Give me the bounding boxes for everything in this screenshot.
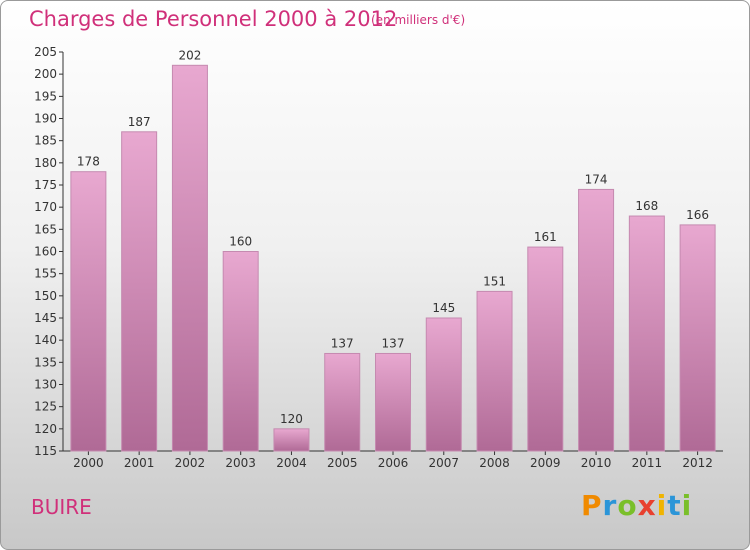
bar — [171, 64, 208, 452]
data-label: 120 — [280, 412, 303, 426]
x-tick-label: 2000 — [73, 456, 104, 470]
chart-title: Charges de Personnel 2000 à 2012 — [29, 7, 398, 31]
data-label: 137 — [382, 336, 405, 350]
chart-unit: (en milliers d'€) — [371, 13, 466, 27]
x-tick-label: 2004 — [276, 456, 307, 470]
bar — [578, 188, 615, 452]
y-tick-label: 155 — [34, 267, 57, 281]
bar — [476, 290, 513, 452]
bar — [70, 171, 107, 452]
bar — [273, 428, 310, 452]
data-label: 174 — [585, 172, 608, 186]
y-tick-label: 140 — [34, 333, 57, 347]
x-tick-label: 2001 — [124, 456, 155, 470]
x-tick-label: 2009 — [530, 456, 561, 470]
y-tick-label: 135 — [34, 355, 57, 369]
y-tick-label: 185 — [34, 134, 57, 148]
y-tick-label: 160 — [34, 245, 57, 259]
proxiti-logo[interactable]: Proxiti — [581, 489, 693, 522]
y-tick-label: 180 — [34, 156, 57, 170]
data-label: 202 — [178, 48, 201, 62]
x-tick-label: 2005 — [327, 456, 358, 470]
bar — [679, 224, 716, 452]
x-tick-label: 2007 — [428, 456, 459, 470]
bar — [425, 317, 462, 452]
data-label: 151 — [483, 274, 506, 288]
x-tick-label: 2006 — [378, 456, 409, 470]
x-tick-label: 2011 — [632, 456, 663, 470]
y-tick-label: 170 — [34, 200, 57, 214]
data-label: 187 — [128, 115, 151, 129]
x-tick-label: 2008 — [479, 456, 510, 470]
y-tick-label: 125 — [34, 400, 57, 414]
y-tick-label: 195 — [34, 89, 57, 103]
bar — [121, 131, 158, 452]
data-label: 160 — [229, 235, 252, 249]
bar — [222, 251, 259, 452]
x-tick-label: 2010 — [581, 456, 612, 470]
y-tick-label: 200 — [34, 67, 57, 81]
bar — [628, 215, 665, 452]
y-tick-label: 150 — [34, 289, 57, 303]
data-label: 137 — [331, 336, 354, 350]
x-tick-label: 2012 — [682, 456, 713, 470]
data-label: 168 — [635, 199, 658, 213]
y-tick-label: 115 — [34, 444, 57, 458]
data-label: 161 — [534, 230, 557, 244]
bar — [527, 246, 564, 452]
bar — [324, 352, 361, 452]
data-label: 145 — [432, 301, 455, 315]
x-tick-label: 2003 — [225, 456, 256, 470]
y-tick-label: 130 — [34, 378, 57, 392]
y-tick-label: 205 — [34, 45, 57, 59]
y-tick-label: 145 — [34, 311, 57, 325]
y-tick-label: 165 — [34, 222, 57, 236]
data-label: 178 — [77, 155, 100, 169]
data-label: 166 — [686, 208, 709, 222]
y-tick-label: 120 — [34, 422, 57, 436]
y-tick-label: 190 — [34, 112, 57, 126]
place-name: BUIRE — [31, 495, 92, 519]
x-tick-label: 2002 — [175, 456, 206, 470]
y-tick-label: 175 — [34, 178, 57, 192]
bar — [375, 352, 411, 452]
